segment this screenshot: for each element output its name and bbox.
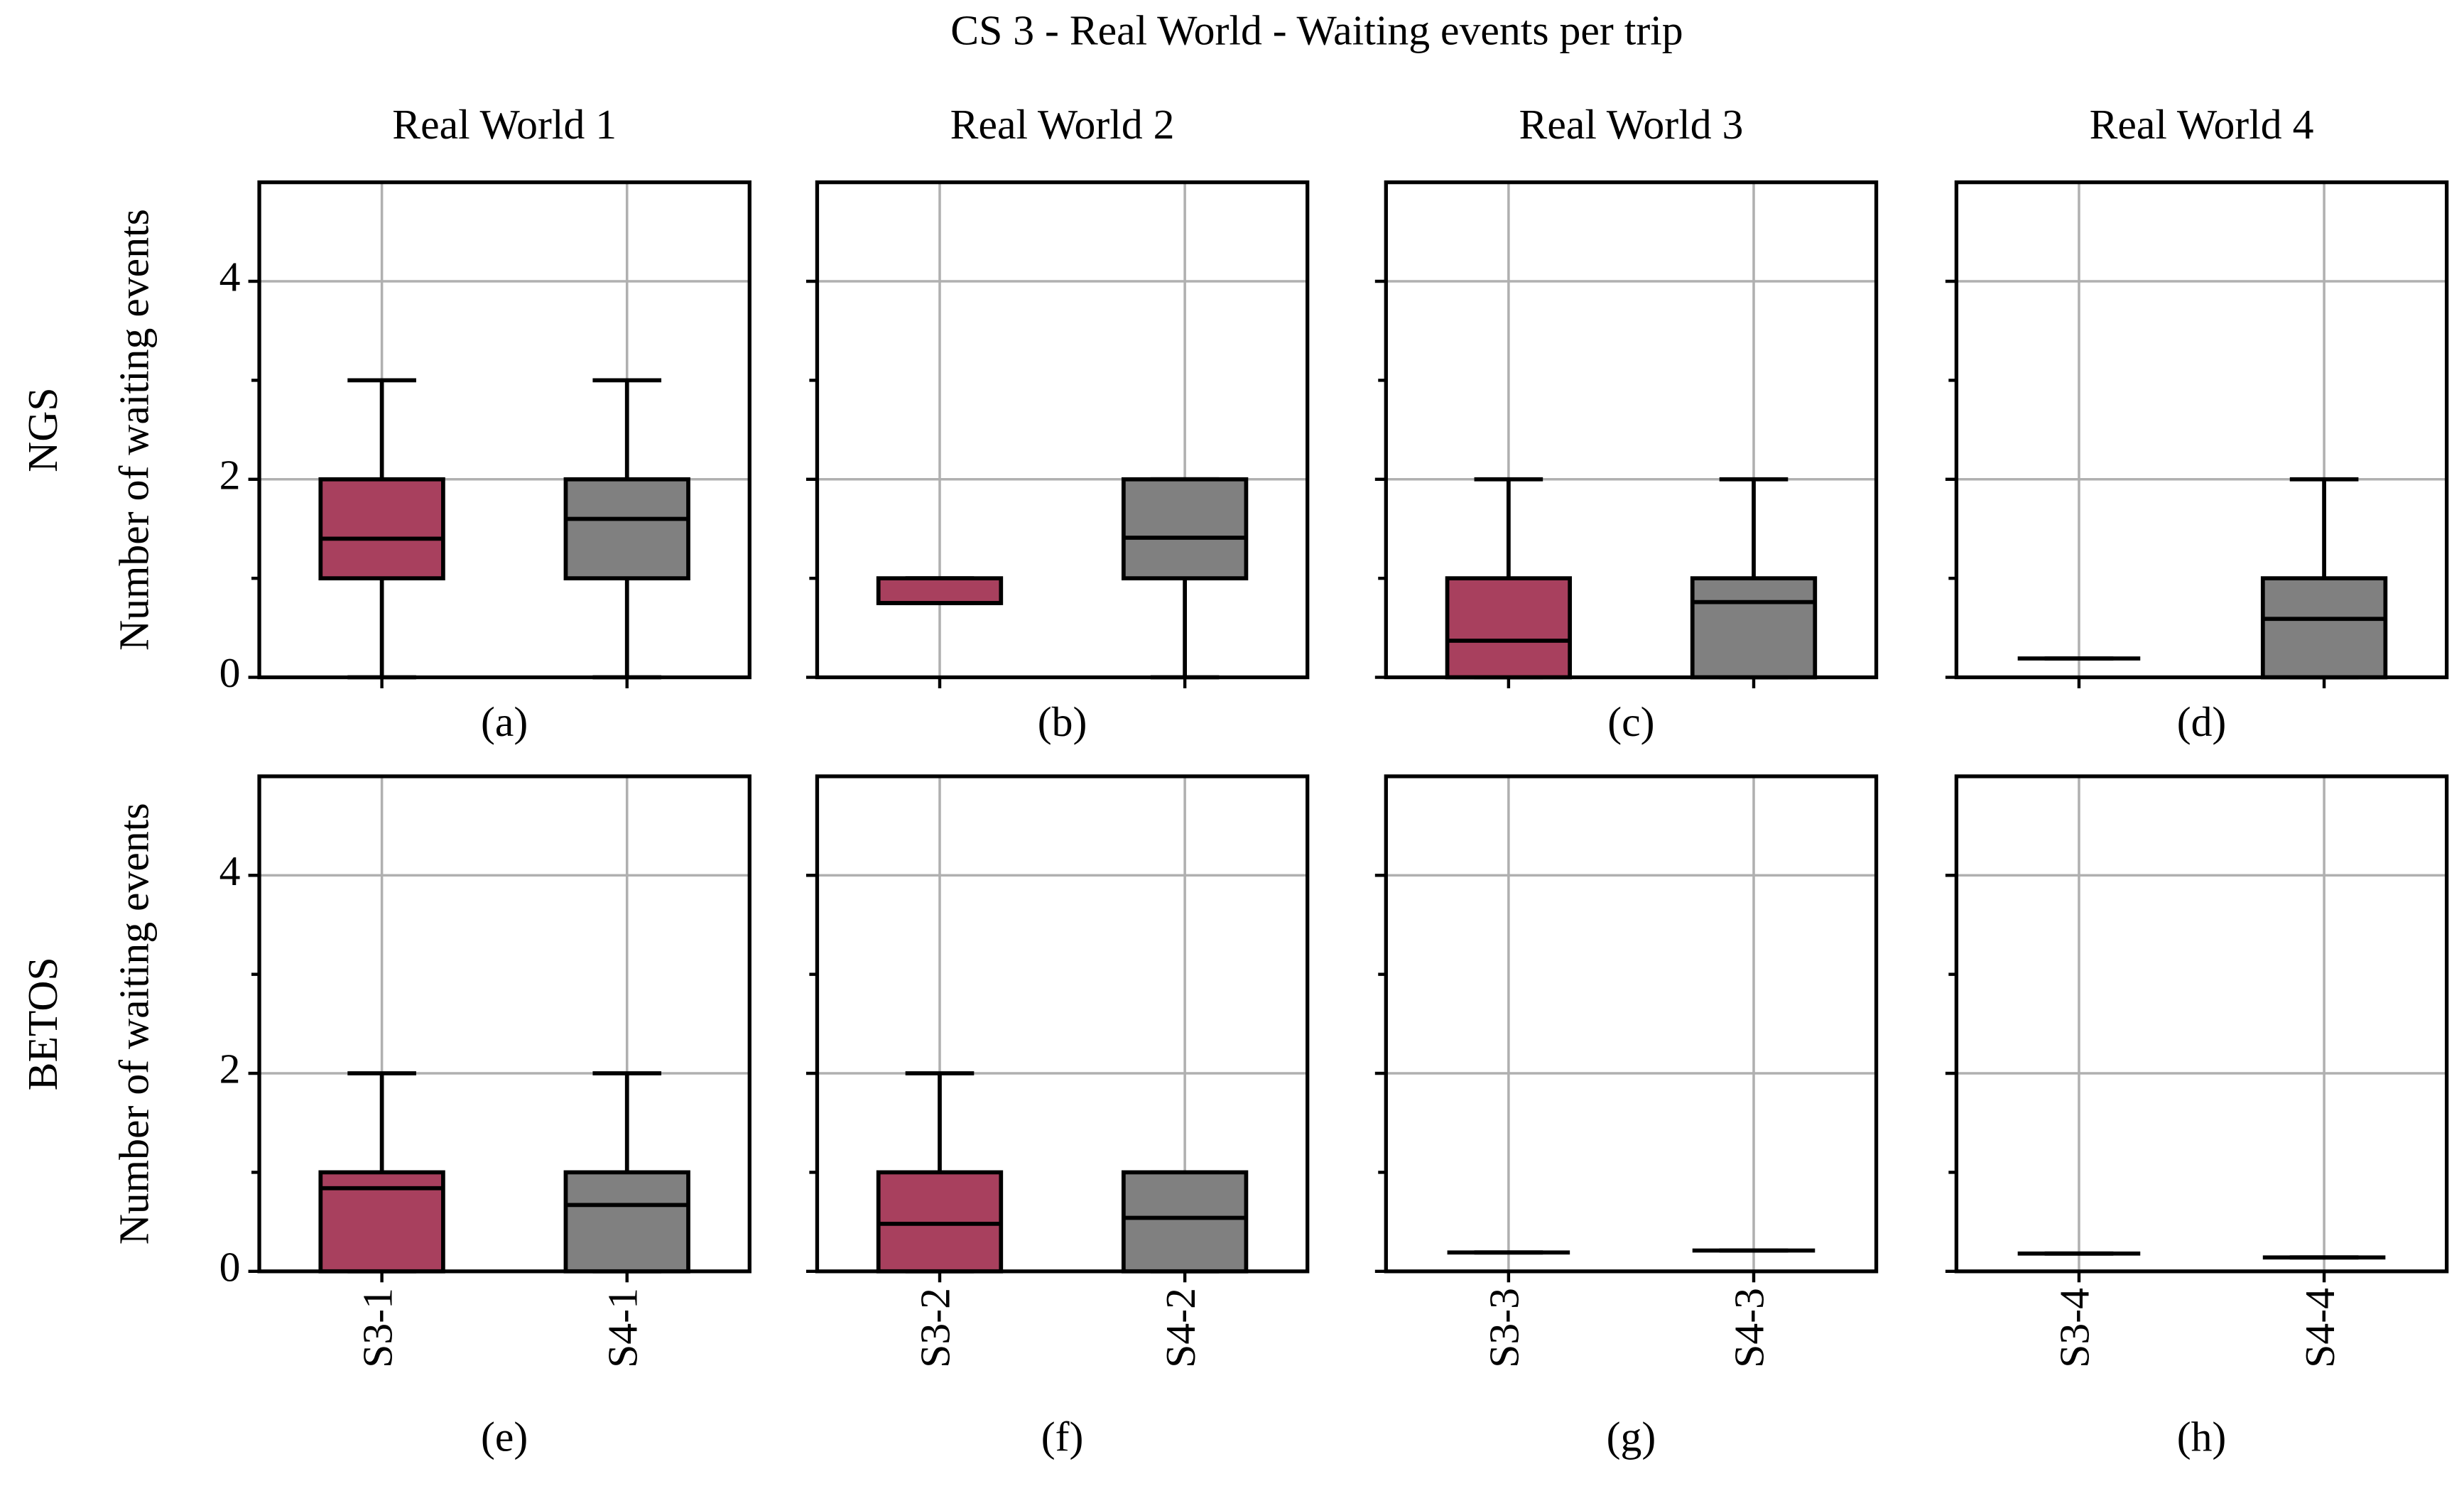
y-tick-label: 2	[219, 451, 241, 498]
panel-label: (c)	[1607, 698, 1654, 745]
panel-title: Real World 4	[2090, 101, 2314, 148]
axes-frame	[257, 774, 751, 1274]
figure-title: CS 3 - Real World - Waiting events per t…	[950, 6, 1683, 53]
panel-title: Real World 2	[950, 101, 1175, 148]
axes-frame	[815, 180, 1310, 680]
panel-label: (d)	[2177, 698, 2227, 745]
box	[876, 576, 1004, 605]
panel-label: (b)	[1038, 698, 1087, 745]
panel-label: (h)	[2177, 1413, 2227, 1460]
y-tick-label: 2	[219, 1046, 241, 1092]
panel-label: (a)	[481, 698, 528, 745]
x-tick-label: S3-1	[354, 1288, 401, 1368]
axes-frame	[1954, 774, 2449, 1274]
box	[1121, 477, 1249, 581]
box	[318, 477, 445, 581]
x-tick-label: S4-1	[599, 1288, 646, 1368]
panel-label: (f)	[1041, 1413, 1084, 1460]
box	[1121, 1170, 1249, 1274]
row-label: NGS	[19, 387, 66, 472]
y-axis-label: Number of waiting events	[110, 803, 157, 1244]
box	[1445, 576, 1573, 680]
box	[563, 477, 690, 581]
axes-frame	[815, 774, 1310, 1274]
x-tick-label: S4-3	[1726, 1288, 1773, 1368]
y-tick-label: 0	[219, 649, 241, 696]
box	[1690, 576, 1818, 680]
axes-frame	[1384, 180, 1879, 680]
x-tick-label: S3-4	[2051, 1288, 2098, 1368]
box	[563, 1170, 690, 1274]
x-tick-label: S4-2	[1157, 1288, 1204, 1368]
x-tick-label: S4-4	[2296, 1288, 2343, 1368]
x-tick-label: S3-3	[1481, 1288, 1528, 1368]
box	[2260, 576, 2388, 680]
panel-label: (g)	[1607, 1413, 1656, 1460]
y-tick-label: 0	[219, 1243, 241, 1290]
axes-frame	[257, 180, 751, 680]
panel-label: (e)	[481, 1413, 528, 1460]
x-tick-label: S3-2	[912, 1288, 959, 1368]
axes-frame	[1384, 774, 1879, 1274]
panel-title: Real World 1	[392, 101, 617, 148]
axes-frame	[1954, 180, 2449, 680]
row-label: BETOS	[19, 957, 66, 1090]
panel-title: Real World 3	[1519, 101, 1744, 148]
y-tick-label: 4	[219, 254, 241, 300]
y-axis-label: Number of waiting events	[110, 209, 157, 651]
y-tick-label: 4	[219, 847, 241, 894]
